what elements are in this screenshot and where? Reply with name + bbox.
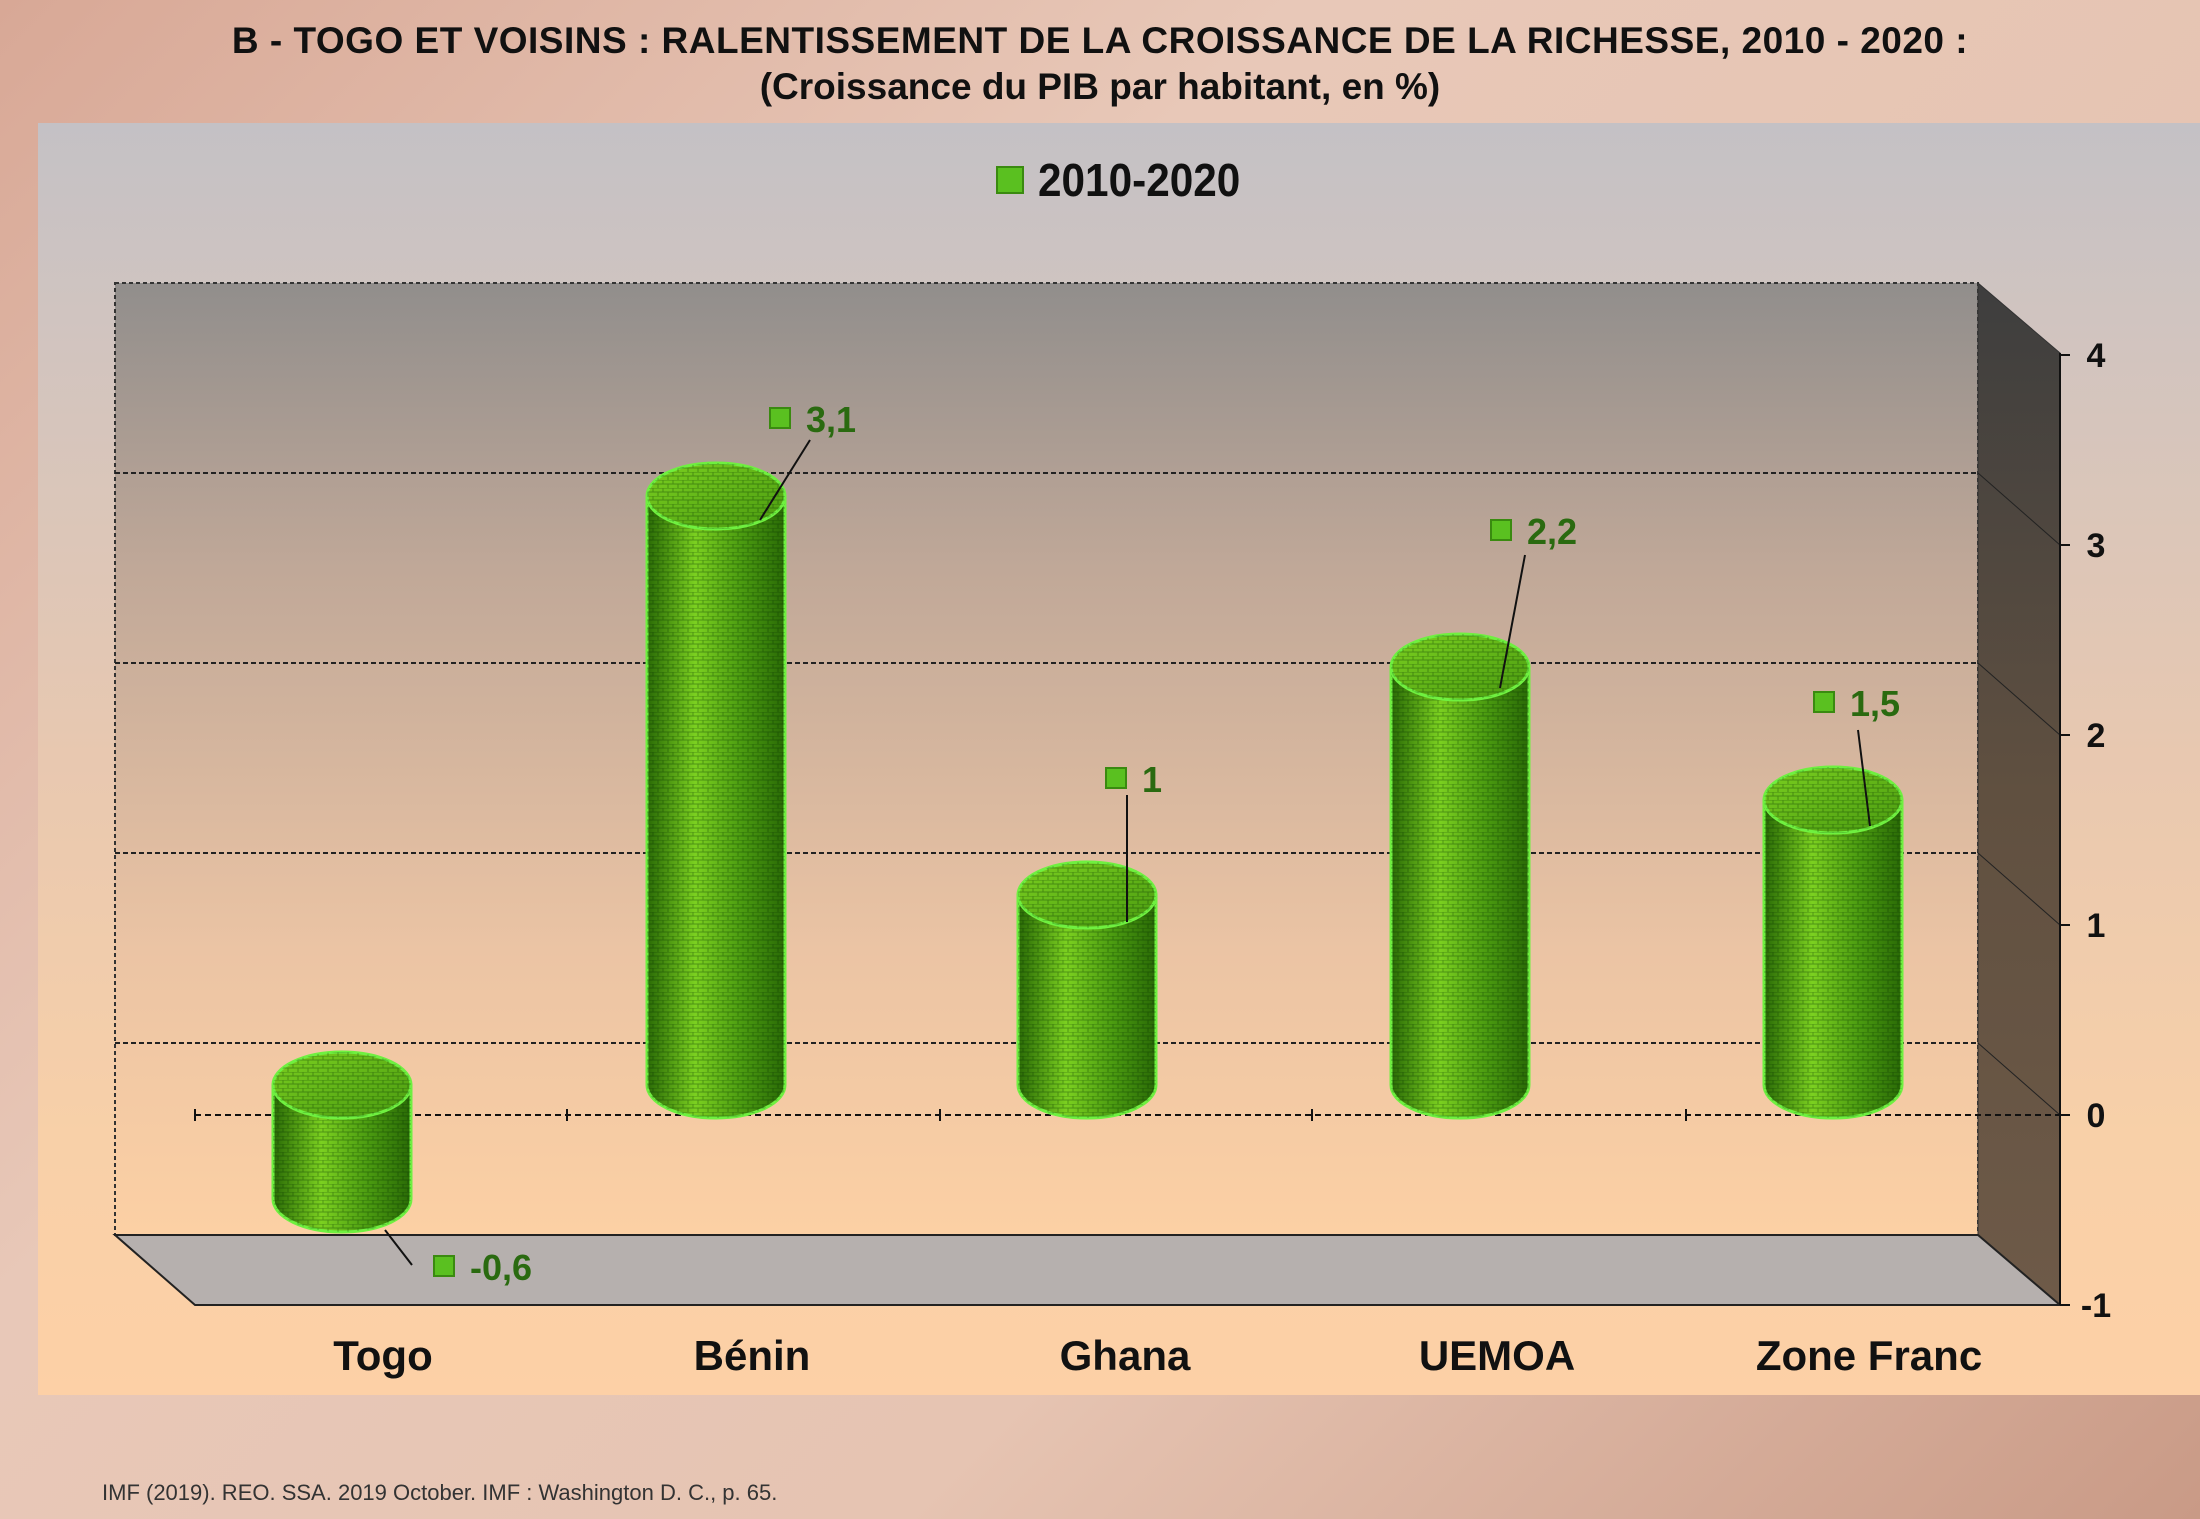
bar-cap-texture (1764, 767, 1902, 833)
data-label-marker (1813, 691, 1835, 713)
chart-title: B - TOGO ET VOISINS : RALENTISSEMENT DE … (231, 20, 1969, 61)
chart-title-block: B - TOGO ET VOISINS : RALENTISSEMENT DE … (0, 18, 2200, 110)
data-label-leader (759, 439, 811, 521)
bar (1762, 765, 1904, 1120)
bar-texture (273, 1085, 411, 1232)
legend-label: 2010-2020 (1038, 155, 1240, 206)
plot-side-wall (1977, 281, 2061, 1307)
bar (271, 1050, 413, 1234)
legend: 2010-2020 (996, 155, 1240, 206)
data-label-marker (1105, 767, 1127, 789)
data-label-marker (769, 407, 791, 429)
x-tick-label: UEMOA (1419, 1332, 1575, 1379)
y-tick-label: 1 (2087, 907, 2106, 945)
y-tick-label: -1 (2081, 1287, 2111, 1325)
source-note: IMF (2019). REO. SSA. 2019 October. IMF … (102, 1480, 778, 1505)
bar-texture (1391, 667, 1529, 1118)
bar-cap-texture (1018, 862, 1156, 928)
chart-subtitle: (Croissance du PIB par habitant, en %) (759, 66, 1441, 107)
y-tick-label: 3 (2087, 527, 2106, 565)
gridline-side (1977, 1042, 2061, 1116)
data-label-leader (384, 1229, 413, 1266)
data-label-marker (433, 1255, 455, 1277)
data-label: -0,6 (470, 1247, 532, 1288)
data-label-marker (1490, 519, 1512, 541)
bar-cap-texture (1391, 634, 1529, 700)
gridline-side (1977, 472, 2061, 546)
bar (1389, 632, 1531, 1120)
gridline-side (1977, 662, 2061, 736)
x-tick-label: Togo (333, 1332, 433, 1379)
bar (1016, 860, 1158, 1120)
bar (645, 461, 787, 1120)
data-label-leader (1499, 554, 1526, 689)
gridline-side (1977, 852, 2061, 926)
data-label: 1 (1142, 759, 1162, 800)
y-tick-label: 0 (2087, 1097, 2106, 1135)
x-tick-label: Ghana (1060, 1332, 1191, 1379)
bar-texture (647, 496, 785, 1118)
x-tick-label: Zone Franc (1756, 1332, 1982, 1379)
bar-texture (1018, 895, 1156, 1118)
data-label: 1,5 (1850, 683, 1900, 724)
y-tick-label: 4 (2087, 337, 2106, 375)
data-label: 3,1 (806, 399, 856, 440)
x-tick-label: Bénin (694, 1332, 811, 1379)
bar-texture (1764, 800, 1902, 1118)
plot-floor (112, 1234, 2063, 1306)
data-label-leader (1857, 729, 1871, 827)
bar-cap-texture (273, 1052, 411, 1118)
bar-cap-texture (647, 463, 785, 529)
data-label: 2,2 (1527, 511, 1577, 552)
y-tick-label: 2 (2087, 717, 2106, 755)
legend-swatch (996, 166, 1024, 194)
